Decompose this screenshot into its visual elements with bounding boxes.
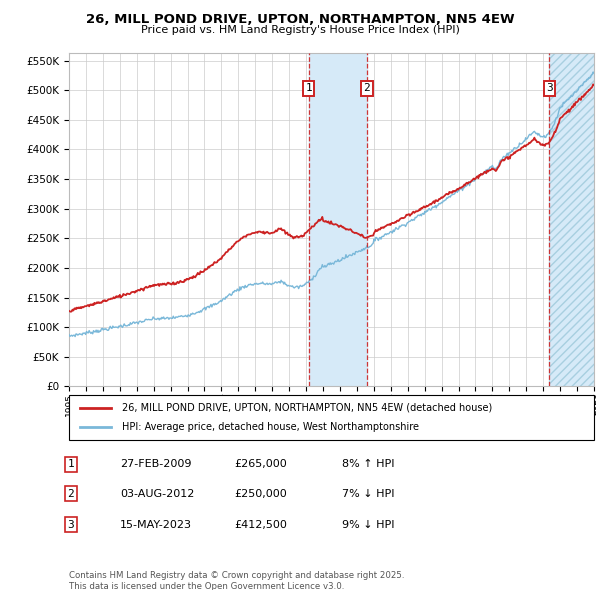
- Text: 8% ↑ HPI: 8% ↑ HPI: [342, 460, 395, 469]
- Text: 3: 3: [67, 520, 74, 529]
- Text: £265,000: £265,000: [234, 460, 287, 469]
- Text: 27-FEB-2009: 27-FEB-2009: [120, 460, 191, 469]
- FancyBboxPatch shape: [69, 395, 594, 440]
- Bar: [550, 53, 594, 386]
- Text: HPI: Average price, detached house, West Northamptonshire: HPI: Average price, detached house, West…: [121, 422, 419, 432]
- Bar: [550, 53, 594, 386]
- Text: 1: 1: [67, 460, 74, 469]
- Text: 3: 3: [546, 83, 553, 93]
- Text: 15-MAY-2023: 15-MAY-2023: [120, 520, 192, 529]
- Bar: [308, 53, 367, 386]
- Text: 7% ↓ HPI: 7% ↓ HPI: [342, 489, 395, 499]
- Text: 2: 2: [67, 489, 74, 499]
- Text: £412,500: £412,500: [234, 520, 287, 529]
- Text: 26, MILL POND DRIVE, UPTON, NORTHAMPTON, NN5 4EW: 26, MILL POND DRIVE, UPTON, NORTHAMPTON,…: [86, 13, 514, 26]
- Text: 1: 1: [305, 83, 312, 93]
- Text: £250,000: £250,000: [234, 489, 287, 499]
- Text: 2: 2: [364, 83, 370, 93]
- Text: Contains HM Land Registry data © Crown copyright and database right 2025.
This d: Contains HM Land Registry data © Crown c…: [69, 571, 404, 590]
- Text: 26, MILL POND DRIVE, UPTON, NORTHAMPTON, NN5 4EW (detached house): 26, MILL POND DRIVE, UPTON, NORTHAMPTON,…: [121, 403, 492, 412]
- Text: 03-AUG-2012: 03-AUG-2012: [120, 489, 194, 499]
- Text: 9% ↓ HPI: 9% ↓ HPI: [342, 520, 395, 529]
- Text: Price paid vs. HM Land Registry's House Price Index (HPI): Price paid vs. HM Land Registry's House …: [140, 25, 460, 35]
